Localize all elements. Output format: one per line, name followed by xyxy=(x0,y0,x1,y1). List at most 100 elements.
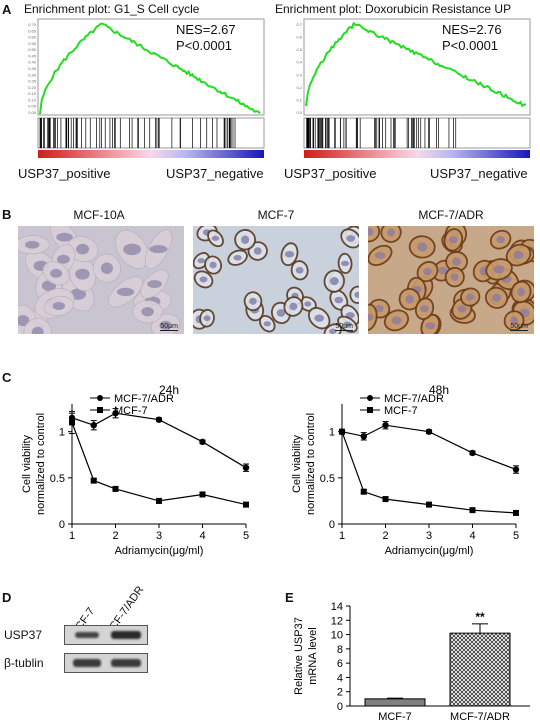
data-point xyxy=(156,497,162,504)
nucleus xyxy=(241,235,250,244)
nucleus xyxy=(450,273,459,282)
nucleus xyxy=(448,236,458,244)
negative-label: USP37_negative xyxy=(430,166,528,181)
nucleus xyxy=(276,309,286,317)
nucleus xyxy=(492,293,502,303)
nucleus xyxy=(343,321,352,327)
y-axis-label: Cell viability xyxy=(21,434,33,493)
rank-gradient-bar xyxy=(38,150,264,158)
blot-band xyxy=(75,632,99,638)
nucleus xyxy=(289,302,298,311)
blot-strip-usp37 xyxy=(64,625,148,645)
blot-band xyxy=(73,659,101,667)
positive-label: USP37_positive xyxy=(18,166,111,181)
micrograph-image xyxy=(18,226,181,334)
y-tick-label: 0 xyxy=(337,701,343,713)
data-point xyxy=(469,507,476,514)
chart-title: 48h xyxy=(429,383,449,397)
series-line xyxy=(71,412,247,469)
scale-bar: 50μm xyxy=(160,323,178,331)
panel-label-d: D xyxy=(2,590,12,605)
y-axis-label: normalized to control xyxy=(305,413,317,515)
y-tick-label: 1 xyxy=(329,427,335,439)
negative-label: USP37_negative xyxy=(166,166,264,181)
gsea-ytick: 0.05 xyxy=(28,104,37,109)
panel-label-a: A xyxy=(2,2,12,17)
y-axis-label: Relative USP37 xyxy=(293,617,305,695)
nucleus xyxy=(425,322,436,330)
gsea-plot-area-1: 0.700.65 0.600.550.500.45 0.400.350.30 0.25… xyxy=(28,18,265,158)
scale-bar: 50μm xyxy=(335,323,353,331)
x-tick-label: 2 xyxy=(382,530,388,542)
data-point xyxy=(199,438,206,446)
gsea-ytick: 0.3 xyxy=(296,72,302,77)
nucleus xyxy=(391,316,402,325)
y-axis-label: Cell viability xyxy=(291,434,303,493)
y-axis-label: normalized to control xyxy=(35,413,47,515)
y-tick-label: 4 xyxy=(337,672,343,684)
gsea-ytick: 0.7 xyxy=(296,22,302,27)
nucleus xyxy=(304,301,312,307)
x-tick-label: MCF-7/ADR xyxy=(450,711,510,723)
nucleus xyxy=(147,280,162,288)
legend-marker xyxy=(367,407,373,413)
y-tick-label: 10 xyxy=(331,630,343,642)
rank-gradient-bar xyxy=(304,150,530,158)
data-point xyxy=(382,496,389,503)
gsea-plot-2: Enrichment plot: Doxorubicin Resistance … xyxy=(275,0,540,190)
y-tick-label: 12 xyxy=(331,615,343,627)
nucleus xyxy=(354,291,359,298)
legend-label: MCF-7/ADR xyxy=(114,393,174,405)
data-point xyxy=(339,428,345,435)
data-point xyxy=(426,501,432,508)
nucleus xyxy=(75,268,90,280)
nucleus xyxy=(123,243,142,256)
panel-label-c: C xyxy=(2,370,12,385)
data-point xyxy=(425,428,433,435)
nucleus xyxy=(329,277,339,286)
series-line xyxy=(341,424,517,471)
y-tick-label: 8 xyxy=(337,644,343,656)
micrograph-title: MCF-7 xyxy=(257,208,295,222)
x-tick-label: 2 xyxy=(112,530,118,542)
blot-row-label: β-tublin xyxy=(4,656,44,670)
gsea-ytick: 0.25 xyxy=(28,79,37,84)
data-point xyxy=(469,449,476,457)
gsea-title: Enrichment plot: G1_S Cell cycle xyxy=(24,2,200,16)
nucleus xyxy=(387,228,396,237)
y-axis-label: mRNA level xyxy=(307,627,319,684)
micrograph-title: MCF-10A xyxy=(73,208,125,222)
legend-marker xyxy=(97,395,103,401)
gsea-ytick: 0.30 xyxy=(28,72,37,77)
blot-band xyxy=(111,631,141,639)
gsea-ytick: 0.20 xyxy=(28,85,37,90)
data-point xyxy=(242,464,250,471)
gsea-ytick: 0.2 xyxy=(296,85,302,90)
micrograph-image xyxy=(368,226,534,334)
gsea-ytick: 0.0 xyxy=(296,110,302,115)
panel-label-b: B xyxy=(2,207,12,222)
gsea-ytick: 0.10 xyxy=(28,97,37,102)
gsea-ytick: 0.35 xyxy=(28,66,37,71)
legend-label: MCF-7 xyxy=(114,405,148,417)
nucleus xyxy=(368,227,374,236)
data-point xyxy=(243,501,249,508)
nucleus xyxy=(340,260,350,267)
nucleus xyxy=(295,266,304,274)
x-tick-label: 5 xyxy=(243,530,249,542)
gsea-frame xyxy=(37,18,265,116)
x-tick-label: 3 xyxy=(426,530,432,542)
western-blot: MCF-7 MCF-7/ADR USP37 β-tublin xyxy=(0,584,160,700)
data-point xyxy=(90,422,97,429)
data-point xyxy=(155,416,163,423)
data-point xyxy=(199,491,206,498)
legend-label: MCF-7/ADR xyxy=(384,393,444,405)
chart-title: 24h xyxy=(159,383,179,397)
nucleus xyxy=(199,276,208,283)
nucleus xyxy=(517,287,525,297)
nucleus xyxy=(513,250,524,260)
gsea-ytick: 0.45 xyxy=(28,53,37,58)
gsea-ytick: 0.15 xyxy=(28,91,37,96)
nucleus xyxy=(249,297,257,305)
nucleus xyxy=(211,235,220,241)
